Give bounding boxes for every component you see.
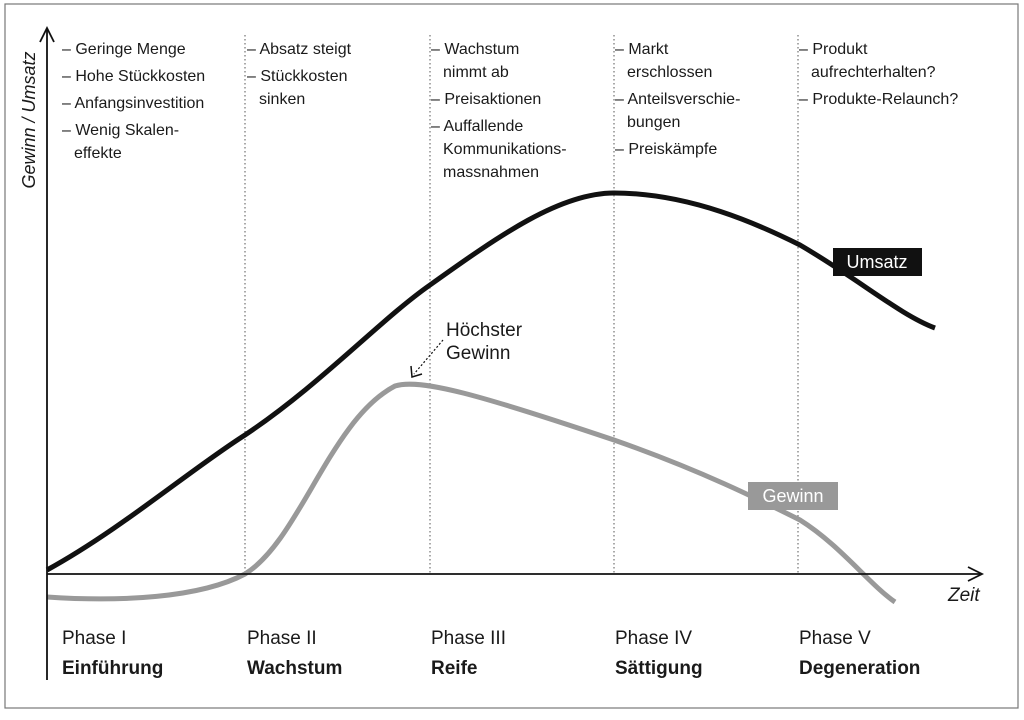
phase-item: – Produkte-Relaunch? <box>799 91 958 108</box>
phase-item: – Wenig Skalen- <box>62 122 179 139</box>
phase-item: – Auffallende <box>431 118 523 135</box>
phase-item: – Produkt <box>799 41 868 58</box>
phase-label: Phase IV <box>615 628 692 649</box>
phase-item: – Absatz steigt <box>247 41 352 58</box>
phase-name: Sättigung <box>615 658 703 679</box>
phase-item: bungen <box>627 114 680 131</box>
phase-item: – Stückkosten <box>247 68 348 85</box>
phase-label: Phase III <box>431 628 506 649</box>
phase-item: – Anfangsinvestition <box>62 95 204 112</box>
phase-name: Degeneration <box>799 658 920 679</box>
phase-dividers <box>244 35 799 574</box>
phase-item: nimmt ab <box>443 64 509 81</box>
phase-item: Kommunikations- <box>443 141 567 158</box>
frame <box>4 3 1019 709</box>
annotation-arrow <box>413 339 444 375</box>
phase-label: Phase II <box>247 628 317 649</box>
phase-name: Einführung <box>62 658 163 679</box>
revenue-label-box <box>833 248 922 276</box>
phase-item: – Wachstum <box>431 41 519 58</box>
phase-item: – Preisaktionen <box>431 91 541 108</box>
x-axis-label: Zeit <box>947 585 980 606</box>
annotation-arrowhead <box>410 365 423 378</box>
phase-item: sinken <box>259 91 305 108</box>
annotation-line: Höchster <box>446 320 523 341</box>
phase-item: – Preiskämpfe <box>615 141 717 158</box>
phase-item: – Geringe Menge <box>62 41 186 58</box>
phase-item: – Anteilsverschie- <box>615 91 740 108</box>
phase-item: – Hohe Stückkosten <box>62 68 205 85</box>
y-axis-label: Gewinn / Umsatz <box>19 51 39 188</box>
annotation-line: Gewinn <box>446 343 510 364</box>
phase-item: aufrechterhalten? <box>811 64 936 81</box>
phase-item: – Markt <box>615 41 669 58</box>
phase-name: Reife <box>431 658 477 679</box>
phase-item: effekte <box>74 145 122 162</box>
profit-label: Gewinn <box>762 486 823 506</box>
phase-label: Phase V <box>799 628 871 649</box>
phase-label: Phase I <box>62 628 126 649</box>
phase-item: massnahmen <box>443 164 539 181</box>
profit-curve <box>46 381 897 605</box>
revenue-label: Umsatz <box>846 252 907 272</box>
revenue-curve <box>45 190 936 573</box>
axes <box>39 25 985 680</box>
phase-name: Wachstum <box>247 658 342 679</box>
profit-label-box <box>748 482 838 510</box>
phase-item: erschlossen <box>627 64 712 81</box>
